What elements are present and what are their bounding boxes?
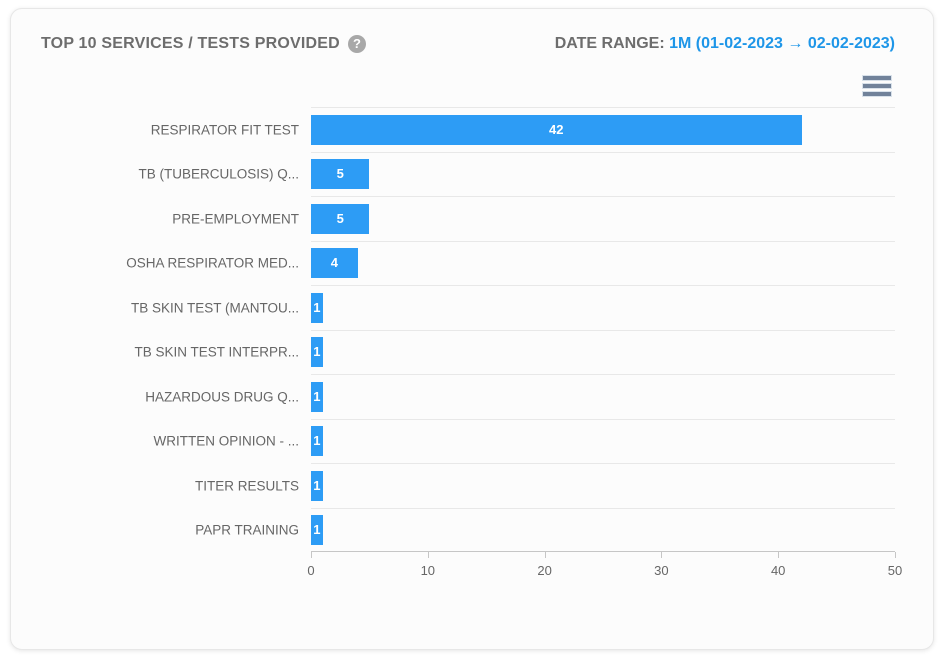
bar-value-label: 1 <box>313 388 321 404</box>
hamburger-icon <box>863 92 891 96</box>
bar[interactable]: 5 <box>311 203 370 234</box>
date-range-label: DATE RANGE: <box>554 35 665 52</box>
chart-row: WRITTEN OPINION - ... 1 <box>154 418 895 464</box>
x-axis-tick <box>544 552 546 558</box>
page-title: TOP 10 SERVICES / TESTS PROVIDED <box>41 35 340 52</box>
category-label: OSHA RESPIRATOR MED... <box>126 255 299 271</box>
chart-row: TB SKIN TEST (MANTOU... 1 <box>131 285 895 330</box>
x-axis-label: 50 <box>887 563 903 578</box>
x-axis-tick <box>661 552 663 558</box>
date-range: DATE RANGE: 1M (01-02-2023 → 02-02-2023) <box>555 35 895 53</box>
x-axis-tick <box>895 552 896 558</box>
x-axis-label: 40 <box>770 563 786 578</box>
x-axis-label: 30 <box>654 563 669 578</box>
bar[interactable]: 4 <box>311 248 358 279</box>
title-group: TOP 10 SERVICES / TESTS PROVIDED ? <box>41 35 366 53</box>
x-axis-tick <box>311 552 312 558</box>
category-label: TB SKIN TEST (MANTOU... <box>130 300 299 316</box>
top-services-card: TOP 10 SERVICES / TESTS PROVIDED ? DATE … <box>10 8 934 650</box>
chart-row: OSHA RESPIRATOR MED... 4 <box>126 240 895 286</box>
plot-area: RESPIRATOR FIT TEST 42 TB (TUBERCULOSIS) Q… <box>126 107 896 558</box>
x-axis-label: 10 <box>420 563 436 578</box>
x-axis-labels: 0 10 20 30 40 50 <box>307 561 902 581</box>
x-axis-tick <box>427 552 429 558</box>
bar[interactable]: 1 <box>311 381 323 412</box>
chart-row: PAPR TRAINING 1 <box>195 507 895 553</box>
category-label: HAZARDOUS DRUG Q... <box>145 389 299 405</box>
chart-row: TB SKIN TEST INTERPR... 1 <box>134 329 895 375</box>
category-label: RESPIRATOR FIT TEST <box>150 122 299 138</box>
x-axis-label: 0 <box>307 563 315 578</box>
chart-row: HAZARDOUS DRUG Q... 1 <box>145 374 895 419</box>
category-label: PRE-EMPLOYMENT <box>172 211 299 227</box>
bar-value-label: 5 <box>336 210 344 226</box>
bar[interactable]: 1 <box>311 426 323 457</box>
chart-row: RESPIRATOR FIT TEST 42 <box>151 107 895 152</box>
bar-value-label: 1 <box>313 477 321 493</box>
x-axis-label: 20 <box>537 563 552 578</box>
bar-value-label: 1 <box>313 299 321 315</box>
hamburger-icon <box>863 76 891 80</box>
bar[interactable]: 1 <box>311 470 323 501</box>
card-header: TOP 10 SERVICES / TESTS PROVIDED ? DATE … <box>11 9 933 53</box>
bar-value-label: 1 <box>313 344 321 360</box>
bar-value-label: 1 <box>313 433 321 449</box>
chart-row: PRE-EMPLOYMENT 5 <box>172 196 895 241</box>
category-label: TB (TUBERCULOSIS) Q... <box>138 166 299 182</box>
chart-row: TB (TUBERCULOSIS) Q... 5 <box>138 151 895 197</box>
bar-value-label: 1 <box>313 522 321 538</box>
bar[interactable]: 1 <box>311 515 323 546</box>
help-icon[interactable]: ? <box>347 35 366 53</box>
date-range-value: 1M (01-02-2023 → 02-02-2023) <box>669 35 895 52</box>
chart-row: TITER RESULTS 1 <box>195 463 895 508</box>
bar-value-label: 5 <box>336 166 344 182</box>
bar[interactable]: 1 <box>311 337 323 368</box>
chart-export-menu-button[interactable] <box>863 75 891 97</box>
x-axis-tick <box>778 552 780 558</box>
bar[interactable]: 42 <box>311 114 802 145</box>
bar-value-label: 4 <box>330 255 338 271</box>
bar[interactable]: 5 <box>311 159 370 190</box>
bar[interactable]: 1 <box>311 292 323 323</box>
category-label: PAPR TRAINING <box>195 522 299 538</box>
category-label: WRITTEN OPINION - ... <box>153 433 300 449</box>
bar-value-label: 42 <box>549 121 564 137</box>
category-label: TB SKIN TEST INTERPR... <box>134 344 299 360</box>
hamburger-icon <box>863 84 891 88</box>
category-label: TITER RESULTS <box>194 478 299 494</box>
